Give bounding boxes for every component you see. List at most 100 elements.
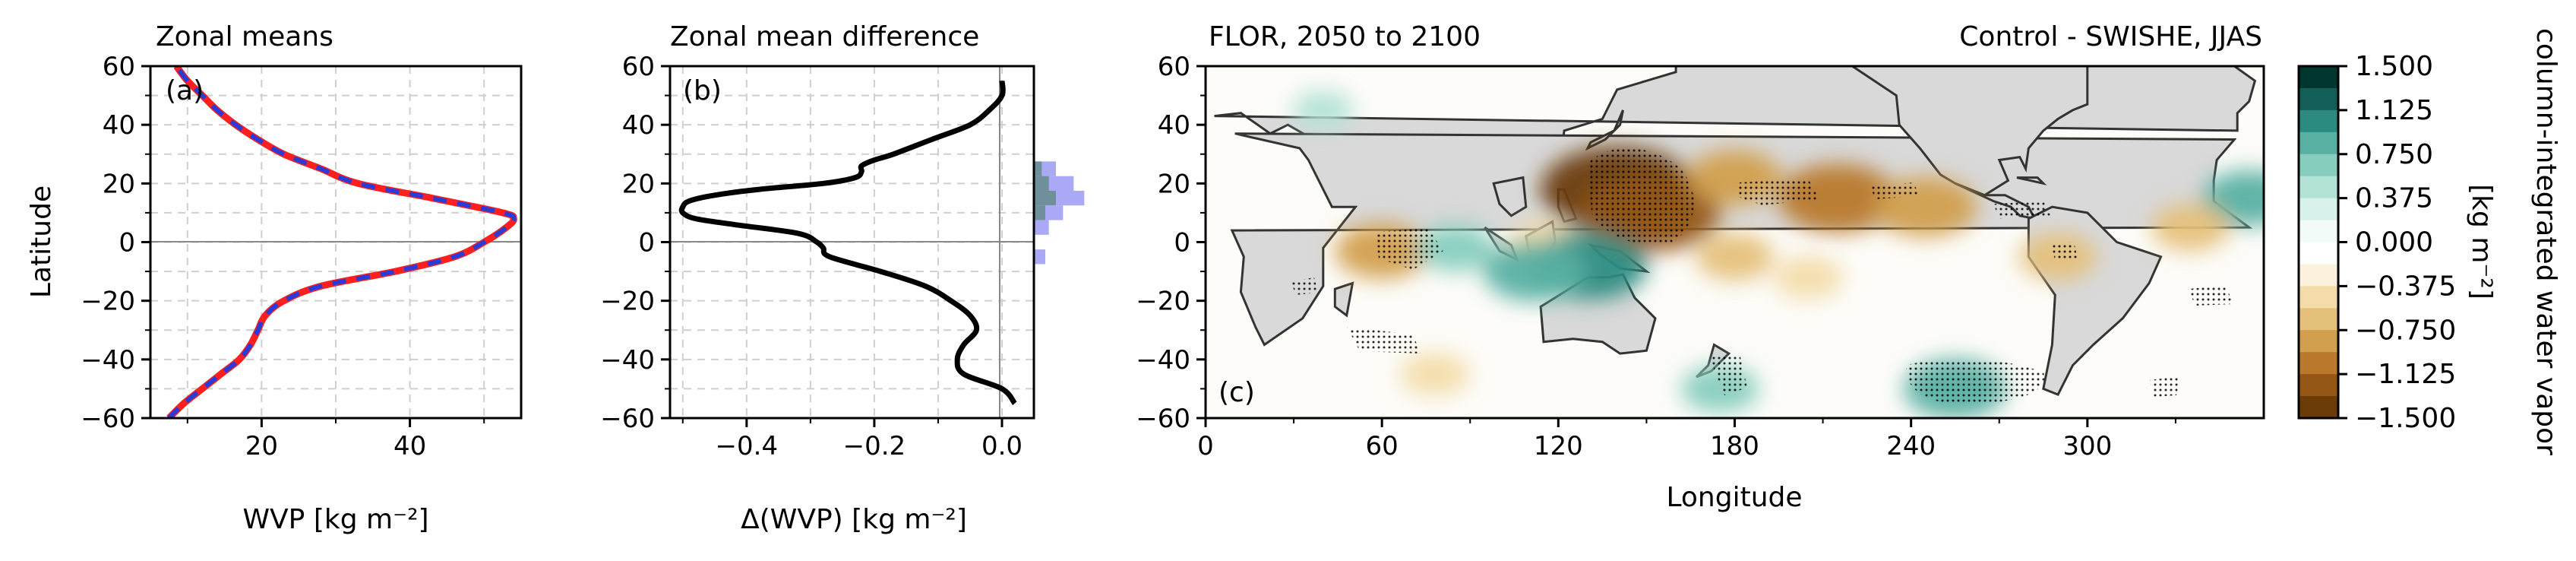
colorbar-level [2299,132,2338,155]
panel-b-hist-overlap [1035,176,1049,191]
colorbar: 1.500 1.125 0.750 0.375 0.000 −0.375 −0.750 −1.… [2297,28,2562,455]
colorbar-ticks: 1.500 1.125 0.750 0.375 0.000 −0.375 −0.750 −1.… [2338,51,2456,434]
map-area [1206,66,2264,418]
significance-stippling [1291,147,2233,404]
colorbar-level [2299,374,2338,397]
anomaly-feature [1696,233,1774,280]
panel-a-xlabel: WVP [kg m⁻²] [242,504,428,535]
colorbar-tick-label: 0.000 [2355,227,2433,258]
panel-a-ylabel: Latitude [26,185,57,298]
panel-b-hist-bar [1035,220,1049,235]
panel-a-ytick-label: −60 [81,404,135,434]
land-indochina [1492,176,1528,217]
panel-a-swishe-line [167,66,517,418]
colorbar-tick-label: 0.375 [2355,183,2433,214]
panel-c-xtick-label: 240 [1886,431,1936,461]
panel-b-hist-overlap [1035,161,1042,176]
land-japan [1585,109,1624,151]
panel-b-xtick-label: 0.0 [981,431,1022,461]
anomaly-feature [2151,204,2230,252]
colorbar-level [2299,109,2338,133]
colorbar-tick-label: −0.750 [2355,315,2456,346]
panel-c-ytick-label: −60 [1136,404,1190,434]
panel-c-axes: 0 60 120 180 240 300 60 40 20 0 −20 −40 −60 [1136,52,2176,461]
colorbar-level [2299,242,2338,265]
panel-b-title: Zonal mean difference [670,21,979,52]
land-cuba [2016,176,2047,185]
panel-a-ytick-label: 40 [103,110,135,141]
panel-a-ytick-label: −40 [81,345,135,376]
panel-b-xlabel: Δ(WVP) [kg m⁻²] [741,504,967,535]
colorbar-unit-label: [kg m⁻²] [2466,184,2497,300]
panel-a-xtick-label: 40 [394,431,426,461]
panel-c-ytick-label: −20 [1136,287,1190,317]
panel-a-ytick-label: −20 [81,287,135,317]
anomaly-feature [1400,353,1470,396]
panel-c: FLOR, 2050 to 2100 Control - SWISHE, JJA… [1136,21,2265,513]
panel-b-ytick-label: 20 [622,169,655,199]
panel-c-xtick-label: 180 [1710,431,1759,461]
land-masses [1214,66,2257,418]
panel-c-title-right: Control - SWISHE, JJAS [1959,21,2262,52]
colorbar-tick-label: 1.125 [2355,95,2433,126]
panel-b-hist-overlap [1035,205,1045,220]
anomaly-feature [1292,90,1354,130]
colorbar-level [2299,220,2338,243]
panel-b-ytick-label: 60 [622,52,655,82]
panel-a-xtick-label: 20 [245,431,278,461]
anomaly-feature [1416,224,1494,272]
panel-b-xtick-label: −0.2 [843,431,906,461]
panel-c-ytick-label: −40 [1136,345,1190,376]
colorbar-level [2299,352,2338,375]
colorbar-tick-label: 0.750 [2355,139,2433,170]
colorbar-tick-label: −0.375 [2355,271,2456,302]
panel-b-ytick-label: −20 [600,287,655,317]
panel-b-ytick-label: 40 [622,110,655,141]
colorbar-level [2299,286,2338,309]
colorbar-label: column-integrated water vapor [2530,28,2562,455]
colorbar-level [2299,87,2338,111]
panel-c-ytick-label: 40 [1158,110,1190,141]
anomaly-feature [1483,241,1586,302]
colorbar-tick-label: 1.500 [2355,51,2433,82]
panel-b-hist-bar [1035,249,1045,265]
panel-a-ytick-label: 20 [103,169,135,199]
colorbar-levels [2299,66,2338,419]
panel-c-ytick-label: 60 [1158,52,1190,82]
panel-c-label: (c) [1218,377,1255,408]
colorbar-tick-label: −1.125 [2355,359,2456,390]
colorbar-level [2299,308,2338,331]
panel-c-xlabel: Longitude [1666,482,1802,513]
panel-c-ytick-label: 20 [1158,169,1190,199]
panel-b-difference-line [678,81,1017,406]
panel-c-xtick-label: 300 [2062,431,2112,461]
panel-b-hist-overlap [1035,190,1056,206]
panel-a-title: Zonal means [156,21,333,52]
colorbar-level [2299,198,2338,221]
panel-b-ytick-label: 0 [638,228,655,258]
panel-a-axes: 20 40 60 40 20 0 −20 −40 −60 [81,52,485,461]
panel-b-ytick-label: −40 [600,345,655,376]
land-northamerica [1764,66,2089,197]
panel-b-histogram [1035,161,1085,265]
panel-c-ytick-label: 0 [1174,228,1190,258]
panel-b-xtick-label: −0.4 [716,431,779,461]
colorbar-level [2299,264,2338,287]
panel-c-xtick-label: 120 [1534,431,1583,461]
panel-b-axes: −0.4 −0.2 0.0 60 40 20 0 −20 −40 −60 [600,52,1022,461]
colorbar-level [2299,396,2338,419]
panel-b-label: (b) [683,75,722,106]
panel-a: Zonal means 20 40 60 40 20 0 −20 −40 −60 (a) WVP… [26,21,523,535]
panel-b: Zonal mean difference −0.4 −0.2 0.0 60 40 20 0… [600,21,1085,535]
panel-c-xtick-label: 0 [1197,431,1214,461]
panel-c-xtick-label: 60 [1366,431,1399,461]
colorbar-tick-label: −1.500 [2355,403,2456,434]
anomaly-feature [1773,255,1843,299]
colorbar-level [2299,330,2338,353]
colorbar-level [2299,66,2338,89]
panel-b-ytick-label: −60 [600,404,655,434]
panel-c-title-left: FLOR, 2050 to 2100 [1209,21,1481,52]
panel-a-ytick-label: 0 [119,228,135,258]
land-madagascar [1333,281,1354,318]
